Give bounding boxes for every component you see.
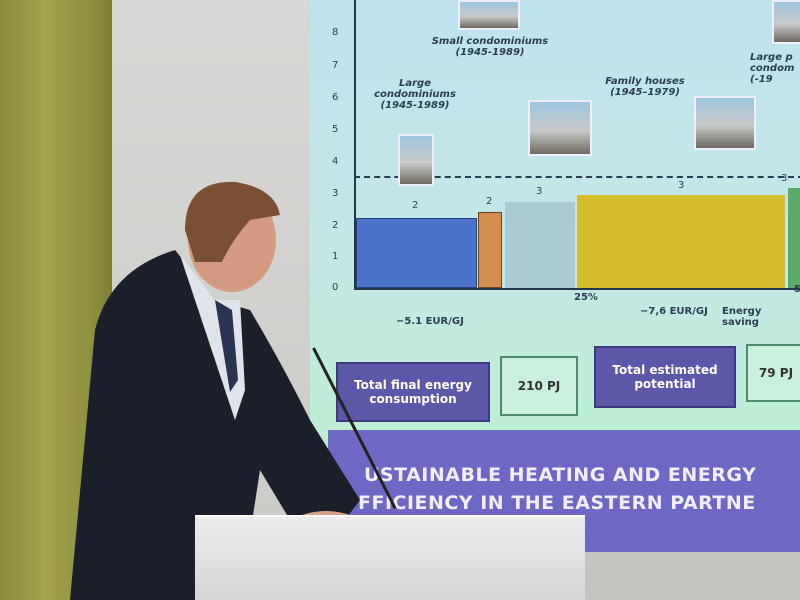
x-axis-label: Energy saving (722, 306, 762, 328)
y-tick: 4 (332, 156, 339, 167)
y-tick: 1 (332, 251, 339, 262)
building-photo (458, 0, 520, 30)
threshold-line (354, 176, 800, 178)
y-axis (354, 0, 356, 290)
y-tick: 7 (332, 60, 339, 71)
pct-label-right: 5 (794, 284, 800, 295)
presenter-hair (185, 181, 280, 262)
consumption-label: Total final energy consumption (336, 362, 490, 422)
cost-label-right: −7,6 EUR/GJ (640, 306, 708, 317)
bar-value: 3 (678, 180, 685, 191)
y-tick: 3 (332, 188, 339, 199)
house-photo (694, 96, 756, 150)
building-photo (772, 0, 800, 44)
bar-large-condominiums (356, 218, 477, 288)
bar-value: 2 (412, 200, 419, 211)
bar-family-houses-2 (577, 195, 785, 288)
pct-label: 25% (574, 292, 598, 303)
bar-value: 3 (536, 186, 543, 197)
y-tick: 6 (332, 92, 339, 103)
potential-value: 79 PJ (746, 344, 800, 402)
bar-value: 3 (781, 173, 788, 184)
y-tick: 0 (332, 282, 339, 293)
banner-line-1: USTAINABLE HEATING AND ENERGY (364, 464, 757, 486)
label-large-condominiums-right: Large p condom (-19 (750, 52, 795, 85)
label-large-condominiums: Large condominiums (1945-1989) (374, 78, 456, 111)
house-photo (528, 100, 592, 156)
x-axis (354, 288, 800, 290)
presenter-jacket (70, 250, 360, 600)
potential-label: Total estimated potential (594, 346, 736, 408)
label-small-condominiums: Small condominiums (1945-1989) (431, 36, 549, 58)
building-photo (398, 134, 434, 186)
y-tick: 2 (332, 220, 339, 231)
bar-value: 2 (486, 196, 493, 207)
consumption-value: 210 PJ (500, 356, 578, 416)
banner-line-2: FFICIENCY IN THE EASTERN PARTNE (358, 492, 756, 514)
podium (195, 515, 585, 600)
bar-large-condominiums-right (788, 188, 800, 288)
y-tick: 8 (332, 27, 339, 38)
cost-label-left: −5.1 EUR/GJ (396, 316, 464, 327)
label-family-houses: Family houses (1945–1979) (605, 76, 685, 98)
bar-small-condominiums (478, 212, 502, 288)
presenter-tie (215, 300, 238, 392)
bar-family-houses-1 (505, 202, 575, 288)
y-tick: 5 (332, 124, 339, 135)
